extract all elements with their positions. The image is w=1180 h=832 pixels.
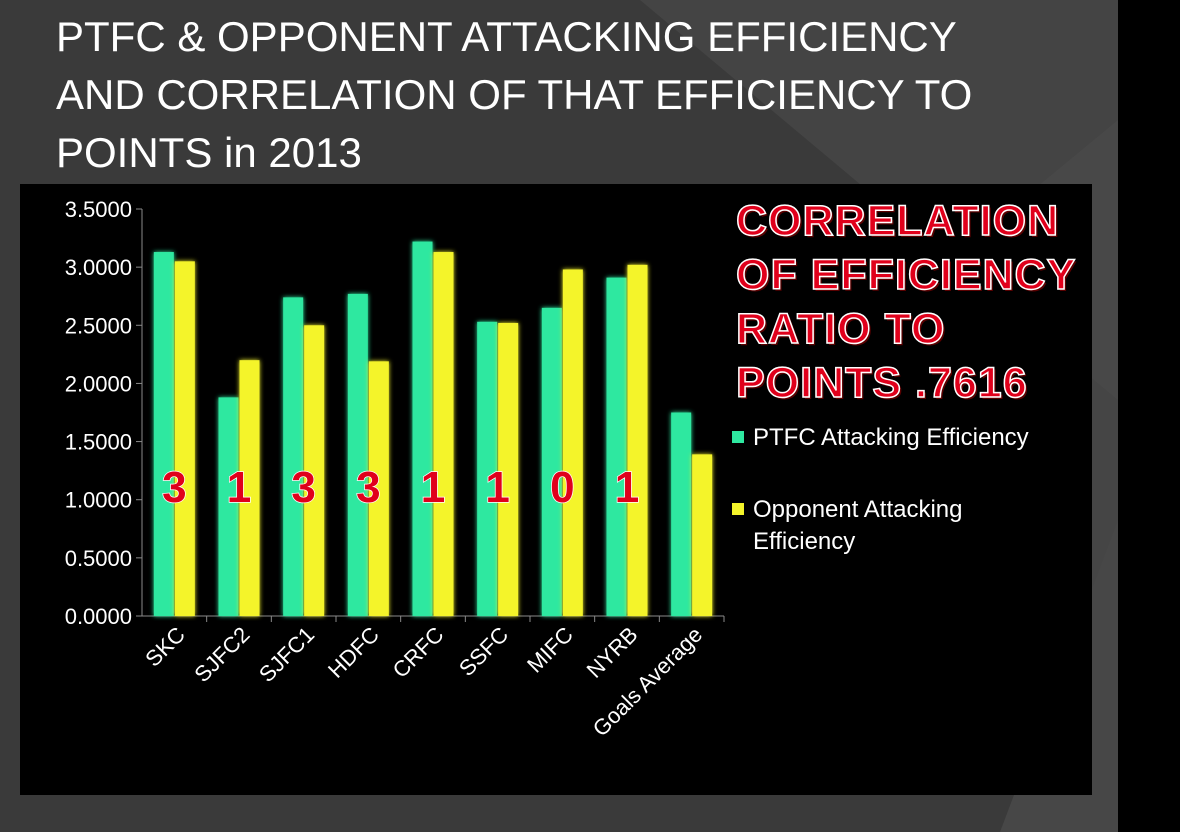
points-label: 0 bbox=[550, 463, 574, 512]
y-tick-label: 2.0000 bbox=[65, 371, 132, 396]
slide-title: PTFC & OPPONENT ATTACKING EFFICIENCY AND… bbox=[56, 8, 1056, 182]
points-label: 3 bbox=[291, 463, 315, 512]
bar-opponent bbox=[174, 261, 195, 616]
bar-opponent bbox=[433, 252, 454, 617]
points-label: 3 bbox=[356, 463, 380, 512]
title-line-2: AND CORRELATION OF THAT EFFICIENCY TO bbox=[56, 71, 973, 118]
bar-ptfc bbox=[347, 293, 368, 616]
chart-panel: 3.5000 3.0000 2.5000 2.0000 1.5000 1.0000 0.50… bbox=[20, 184, 1092, 795]
bar-opponent bbox=[498, 322, 519, 616]
bar-ptfc bbox=[153, 252, 174, 617]
points-label: 1 bbox=[227, 463, 251, 512]
legend-label-ptfc: PTFC Attacking Efficiency bbox=[753, 424, 1029, 451]
legend-swatch-opponent bbox=[732, 503, 744, 515]
y-tick-label: 3.5000 bbox=[65, 197, 132, 222]
bar-opponent bbox=[627, 264, 648, 616]
x-tick-label: SJFC2 bbox=[189, 622, 254, 687]
x-tick-label: MIFC bbox=[522, 622, 578, 678]
bar-ptfc bbox=[283, 297, 304, 616]
points-label: 1 bbox=[615, 463, 639, 512]
x-tick-label: NYRB bbox=[582, 622, 643, 683]
y-tick-label: 1.0000 bbox=[65, 488, 132, 513]
bar-ptfc bbox=[671, 412, 692, 616]
right-edge-strip bbox=[1118, 0, 1180, 832]
bar-ptfc bbox=[606, 277, 627, 616]
points-label: 1 bbox=[485, 463, 509, 512]
x-tick-label: CRFC bbox=[388, 622, 449, 683]
points-label: 3 bbox=[162, 463, 186, 512]
y-tick-label: 3.0000 bbox=[65, 255, 132, 280]
title-line-3: POINTS in 2013 bbox=[56, 129, 362, 176]
correlation-line-4: POINTS .7616 bbox=[735, 358, 1028, 408]
y-tick-label: 2.5000 bbox=[65, 313, 132, 338]
bar-opponent bbox=[692, 454, 713, 616]
legend-swatch-ptfc bbox=[732, 431, 744, 443]
bar-opponent bbox=[562, 269, 583, 616]
bar-opponent bbox=[304, 325, 325, 616]
x-tick-label: SKC bbox=[140, 622, 190, 672]
bar-chart: 3.5000 3.0000 2.5000 2.0000 1.5000 1.0000 0.50… bbox=[65, 197, 725, 741]
legend-label-opponent: Opponent Attacking Efficiency bbox=[753, 496, 963, 555]
y-tick-label: 0.5000 bbox=[65, 546, 132, 571]
correlation-callout: CORRELATION OF EFFICIENCY RATIO TO POINT… bbox=[735, 194, 1092, 410]
correlation-line-3: RATIO TO bbox=[735, 304, 946, 354]
y-tick-label: 1.5000 bbox=[65, 430, 132, 455]
bar-ptfc bbox=[218, 397, 239, 616]
bar-ptfc bbox=[412, 241, 433, 616]
x-tick-label: SSFC bbox=[454, 622, 513, 681]
correlation-line-2: OF EFFICIENCY bbox=[735, 250, 1077, 300]
x-tick-label: HDFC bbox=[323, 622, 384, 683]
title-line-1: PTFC & OPPONENT ATTACKING EFFICIENCY bbox=[56, 13, 957, 60]
bar-opponent bbox=[239, 360, 260, 616]
points-label: 1 bbox=[421, 463, 445, 512]
bar-ptfc bbox=[477, 321, 498, 616]
x-tick-label: SJFC1 bbox=[254, 622, 319, 687]
correlation-line-1: CORRELATION bbox=[735, 196, 1060, 246]
bar-ptfc bbox=[541, 307, 562, 616]
bar-opponent bbox=[368, 361, 389, 616]
y-tick-label: 0.0000 bbox=[65, 604, 132, 629]
